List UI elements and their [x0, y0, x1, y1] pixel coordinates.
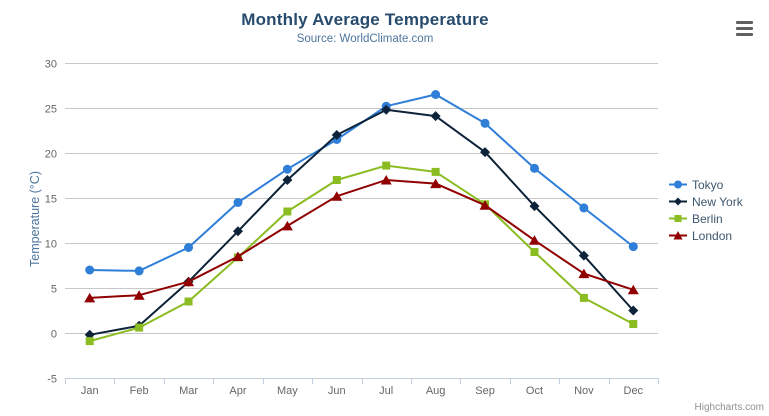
data-point-new-york[interactable] — [578, 250, 589, 261]
data-point-tokyo[interactable] — [282, 164, 292, 174]
y-axis-label: -5 — [47, 374, 57, 386]
x-axis-label: Jan — [81, 385, 99, 397]
data-point-tokyo[interactable] — [233, 198, 243, 207]
legend-item-tokyo[interactable]: Tokyo — [669, 176, 743, 193]
x-axis-label: Apr — [229, 385, 246, 397]
x-axis-label: Dec — [624, 385, 644, 397]
data-point-london[interactable] — [183, 276, 195, 287]
data-point-berlin[interactable] — [184, 297, 193, 306]
data-point-london[interactable] — [232, 251, 244, 262]
data-point-london[interactable] — [84, 292, 96, 303]
data-point-berlin[interactable] — [85, 337, 94, 346]
series-line-tokyo[interactable] — [89, 93, 634, 272]
data-point-new-york[interactable] — [529, 201, 540, 212]
x-axis-label: May — [277, 385, 298, 397]
data-point-tokyo[interactable] — [579, 203, 589, 213]
data-point-tokyo[interactable] — [431, 90, 441, 99]
legend: Tokyo New York Berlin London — [669, 176, 743, 244]
hamburger-bar — [736, 33, 753, 36]
legend-label: London — [692, 228, 733, 243]
x-axis-label: Feb — [130, 385, 149, 397]
data-point-berlin[interactable] — [382, 161, 391, 170]
data-point-berlin[interactable] — [332, 176, 341, 184]
series-line-london[interactable] — [89, 179, 634, 299]
legend-label: Berlin — [692, 211, 723, 226]
series-line-berlin[interactable] — [89, 164, 634, 343]
data-point-london[interactable] — [331, 191, 343, 201]
x-axis-label: Aug — [426, 385, 446, 397]
legend-item-new-york[interactable]: New York — [669, 193, 743, 210]
data-point-london[interactable] — [380, 175, 392, 185]
circle-series-marker-icon — [669, 180, 687, 189]
hamburger-bar — [736, 21, 753, 24]
data-point-berlin[interactable] — [579, 293, 588, 302]
data-point-new-york[interactable] — [331, 130, 342, 140]
data-point-tokyo[interactable] — [85, 265, 95, 275]
data-point-london[interactable] — [578, 268, 590, 279]
data-point-london[interactable] — [430, 178, 442, 189]
y-axis-label: 15 — [45, 194, 57, 206]
x-axis-label: Jul — [379, 385, 393, 397]
square-series-marker-icon — [669, 215, 687, 222]
legend-item-berlin[interactable]: Berlin — [669, 210, 743, 227]
y-axis-label: 5 — [51, 284, 57, 296]
data-point-berlin[interactable] — [431, 167, 440, 176]
data-point-new-york[interactable] — [430, 111, 441, 122]
data-point-tokyo[interactable] — [184, 243, 194, 252]
data-point-berlin[interactable] — [530, 248, 539, 256]
x-axis-label: Oct — [526, 385, 543, 397]
y-axis-label: 25 — [45, 104, 57, 116]
data-point-tokyo[interactable] — [628, 242, 638, 252]
data-point-london[interactable] — [479, 200, 491, 210]
data-point-new-york[interactable] — [232, 226, 243, 237]
diamond-series-marker-icon — [669, 197, 687, 206]
data-point-berlin[interactable] — [283, 207, 292, 216]
data-point-new-york[interactable] — [628, 305, 639, 316]
series-line-new-york[interactable] — [89, 108, 635, 336]
x-axis-label: Sep — [475, 385, 495, 397]
data-point-tokyo[interactable] — [529, 163, 539, 173]
data-point-tokyo[interactable] — [134, 266, 144, 276]
x-axis-label: Nov — [574, 385, 594, 397]
x-axis-label: Mar — [179, 385, 198, 397]
highcharts-credit[interactable]: Highcharts.com — [694, 402, 764, 413]
data-point-new-york[interactable] — [381, 104, 392, 115]
data-point-tokyo[interactable] — [480, 118, 490, 128]
data-point-london[interactable] — [133, 290, 145, 300]
data-point-new-york[interactable] — [282, 175, 293, 185]
legend-label: New York — [692, 194, 743, 209]
y-axis-label: 20 — [45, 149, 57, 161]
y-axis-title: Temperature (°C) — [28, 171, 42, 267]
data-point-berlin[interactable] — [629, 320, 638, 328]
triangle-series-marker-icon — [669, 231, 687, 240]
hamburger-menu-icon[interactable] — [736, 20, 753, 37]
chart-title: Monthly Average Temperature — [241, 10, 489, 29]
data-point-berlin[interactable] — [135, 323, 144, 332]
chart-subtitle: Source: WorldClimate.com — [296, 33, 434, 45]
hamburger-bar — [736, 27, 753, 30]
y-axis-label: 10 — [45, 239, 57, 251]
data-point-london[interactable] — [281, 220, 293, 231]
data-point-london[interactable] — [627, 284, 639, 295]
data-point-new-york[interactable] — [480, 147, 491, 158]
x-axis-label: Jun — [328, 385, 346, 397]
y-axis-label: 30 — [45, 59, 57, 71]
legend-label: Tokyo — [692, 177, 724, 192]
y-axis-label: 0 — [51, 329, 57, 341]
data-point-london[interactable] — [528, 235, 540, 245]
legend-item-london[interactable]: London — [669, 227, 743, 244]
